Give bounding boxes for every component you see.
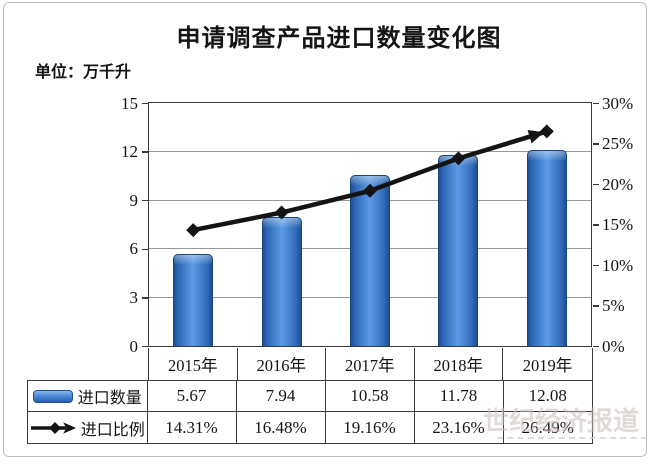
line-path	[192, 129, 548, 233]
left-axis-tick	[142, 151, 148, 153]
y-axis-left-label-12: 12	[121, 142, 138, 162]
arrow-head-icon	[527, 129, 544, 144]
left-axis-tick	[142, 102, 148, 105]
value-cell-进口比例-2016年: 16.48%	[237, 412, 326, 443]
value-cell-进口比例-2019年: 26.49%	[521, 417, 574, 437]
category-cell-2017年: 2017年	[326, 348, 415, 380]
line-series	[186, 124, 554, 238]
y-axis-right-label-20%: 20%	[602, 174, 634, 194]
y-axis-right-label-25%: 25%	[602, 134, 634, 153]
y-axis-right-label-5%: 5%	[602, 296, 625, 315]
plot-area	[148, 102, 592, 347]
right-axis-tick	[593, 183, 599, 186]
y-axis-right-label-15%: 15%	[602, 215, 634, 234]
legend-cell-进口比例: 进口比例	[28, 412, 148, 443]
value-cell-进口数量-2018年: 11.78	[414, 381, 504, 412]
right-axis-tick	[593, 224, 599, 226]
gridline	[149, 151, 591, 153]
y-axis-left-label-6: 6	[129, 239, 139, 259]
legend-line-key-icon	[30, 421, 76, 434]
value-cell-进口比例-2015年: 14.31%	[148, 412, 237, 443]
bar-2015年	[173, 254, 214, 346]
y-axis-left-label-0: 0	[129, 336, 139, 356]
left-axis-tick	[142, 345, 148, 348]
value-cell-进口数量-2016年: 7.94	[236, 381, 326, 412]
right-axis-tick	[593, 143, 599, 145]
diamond-marker-2017年	[363, 183, 377, 198]
right-axis-tick	[593, 102, 599, 105]
y-axis-right-label-30%: 30%	[602, 93, 634, 113]
left-axis-tick	[142, 199, 148, 202]
legend-cell-进口数量: 进口数量	[28, 381, 148, 412]
value-cell-进口比例-2017年: 19.16%	[326, 412, 415, 443]
bar-2019年	[526, 150, 567, 346]
data-table: 进口数量 5.67 7.94 10.58 11.78 12.08 进口比例 14.31% 16.…	[27, 380, 593, 444]
y-axis-left-label-15: 15	[121, 93, 138, 113]
legend-label: 进口比例	[80, 421, 145, 439]
legend-label: 进口数量	[77, 390, 142, 407]
category-cell-2015年: 2015年	[149, 348, 238, 380]
legend-bar-key-icon	[32, 389, 73, 403]
bar-2017年	[350, 174, 390, 346]
chart-title: 申请调查产品进口数量变化图	[176, 25, 502, 52]
unit-label: 单位：万千升	[35, 64, 132, 81]
diamond-marker-2016年	[274, 205, 289, 220]
bar-2016年	[261, 217, 302, 346]
y-axis-left-label-3: 3	[129, 287, 139, 307]
category-row: 2015年 2016年 2017年 2018年 2019年	[148, 348, 593, 380]
y-axis-left-label-9: 9	[129, 190, 139, 210]
category-cell-2019年: 2019年	[522, 356, 573, 375]
category-cell-2018年: 2018年	[415, 348, 503, 380]
diamond-marker-2015年	[186, 223, 201, 238]
value-cell-进口数量-2017年: 10.58	[325, 381, 415, 412]
left-axis-tick	[142, 297, 148, 299]
category-cell-2016年: 2016年	[238, 348, 326, 380]
diamond-marker-2019年	[539, 124, 554, 139]
y-axis-right-label-10%: 10%	[602, 255, 634, 275]
value-cell-进口数量-2015年: 5.67	[147, 381, 237, 412]
value-cell-进口比例-2018年: 23.16%	[415, 412, 504, 443]
diamond-marker-2018年	[451, 151, 466, 166]
bar-2018年	[438, 155, 479, 346]
left-axis-tick	[142, 248, 148, 251]
right-axis-tick	[593, 264, 599, 267]
value-cell-进口数量-2019年: 12.08	[503, 381, 592, 412]
right-axis-tick	[593, 305, 599, 307]
y-axis-right-label-0%: 0%	[602, 336, 625, 356]
right-axis-tick	[593, 345, 599, 348]
